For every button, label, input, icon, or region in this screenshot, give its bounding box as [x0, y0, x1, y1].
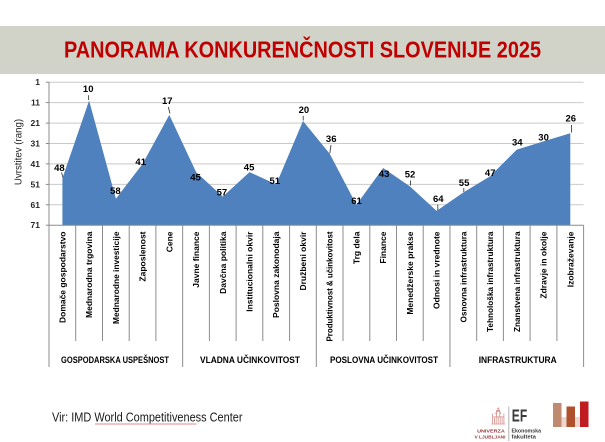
svg-text:31: 31: [31, 139, 41, 149]
svg-text:34: 34: [512, 138, 523, 149]
svg-text:47: 47: [485, 168, 496, 179]
svg-text:Menedžerske prakse: Menedžerske prakse: [405, 231, 415, 314]
svg-text:55: 55: [459, 178, 470, 189]
svg-text:11: 11: [31, 98, 40, 108]
svg-text:51: 51: [31, 179, 41, 189]
svg-text:PANORAMA KONKURENČNOSTI SLOVEN: PANORAMA KONKURENČNOSTI SLOVENIJE 2025: [64, 36, 541, 63]
svg-text:30: 30: [538, 133, 549, 144]
svg-text:Mednarodna trgovina: Mednarodna trgovina: [84, 231, 94, 318]
svg-text:Produktivnost & učinkovitost: Produktivnost & učinkovitost: [325, 231, 335, 341]
svg-text:INFRASTRUKTURA: INFRASTRUKTURA: [479, 355, 557, 366]
svg-text:64: 64: [433, 194, 444, 205]
svg-text:45: 45: [244, 162, 255, 173]
svg-text:45: 45: [190, 173, 201, 184]
svg-text:Cene: Cene: [164, 231, 174, 252]
svg-text:61: 61: [31, 200, 41, 210]
svg-text:Javne finance: Javne finance: [191, 231, 201, 287]
svg-text:17: 17: [162, 96, 173, 107]
svg-text:52: 52: [405, 170, 416, 181]
svg-text:1: 1: [35, 77, 40, 87]
svg-text:Izobraževanje: Izobraževanje: [565, 231, 575, 287]
svg-text:GOSPODARSKA USPEŠNOST: GOSPODARSKA USPEŠNOST: [61, 354, 169, 366]
svg-text:Mednarodne investicije: Mednarodne investicije: [111, 231, 121, 324]
svg-text:Osnovna infrastruktura: Osnovna infrastruktura: [458, 231, 468, 322]
svg-text:Tehnološka infrastruktura: Tehnološka infrastruktura: [485, 231, 495, 332]
svg-text:EF: EF: [512, 406, 527, 426]
svg-text:Vir: IMD World Competitiveness: Vir: IMD World Competitiveness Center: [52, 410, 243, 425]
svg-text:POSLOVNA UČINKOVITOST: POSLOVNA UČINKOVITOST: [330, 354, 438, 366]
svg-text:20: 20: [299, 105, 310, 116]
svg-text:71: 71: [31, 220, 41, 230]
svg-text:Davčna politika: Davčna politika: [218, 231, 228, 294]
svg-text:Zaposlenost: Zaposlenost: [138, 231, 148, 281]
svg-text:fakulteta: fakulteta: [512, 434, 537, 440]
svg-text:36: 36: [326, 134, 337, 145]
svg-text:Znanstvena infrastruktura: Znanstvena infrastruktura: [512, 231, 522, 332]
svg-text:48: 48: [54, 163, 65, 174]
svg-text:Finance: Finance: [378, 231, 388, 263]
svg-text:Institucionalni okvir: Institucionalni okvir: [245, 231, 255, 312]
svg-text:Poslovna zakonodaja: Poslovna zakonodaja: [271, 231, 281, 318]
svg-text:10: 10: [83, 84, 94, 95]
svg-text:51: 51: [270, 176, 281, 187]
svg-text:Ekonomska: Ekonomska: [512, 429, 542, 435]
svg-text:Odnosi in vrednote: Odnosi in vrednote: [432, 231, 442, 309]
svg-text:61: 61: [351, 196, 362, 207]
svg-text:V LJUBLJANI: V LJUBLJANI: [475, 434, 507, 440]
svg-text:58: 58: [110, 186, 121, 197]
svg-text:57: 57: [217, 188, 228, 199]
svg-text:VLADNA UČINKOVITOST: VLADNA UČINKOVITOST: [200, 354, 300, 366]
svg-text:26: 26: [566, 114, 577, 125]
svg-text:Trg dela: Trg dela: [351, 231, 361, 264]
svg-text:41: 41: [31, 159, 41, 169]
svg-text:43: 43: [379, 169, 390, 180]
svg-text:Domače gospodarstvo: Domače gospodarstvo: [57, 232, 67, 324]
svg-text:Uvrstitev (rang): Uvrstitev (rang): [14, 119, 25, 185]
svg-text:Družbeni okvir: Družbeni okvir: [298, 231, 308, 291]
svg-text:21: 21: [31, 118, 41, 128]
svg-text:41: 41: [135, 157, 146, 168]
svg-text:UNIVERZA: UNIVERZA: [477, 429, 505, 435]
svg-text:Zdravje in okolje: Zdravje in okolje: [539, 231, 549, 298]
